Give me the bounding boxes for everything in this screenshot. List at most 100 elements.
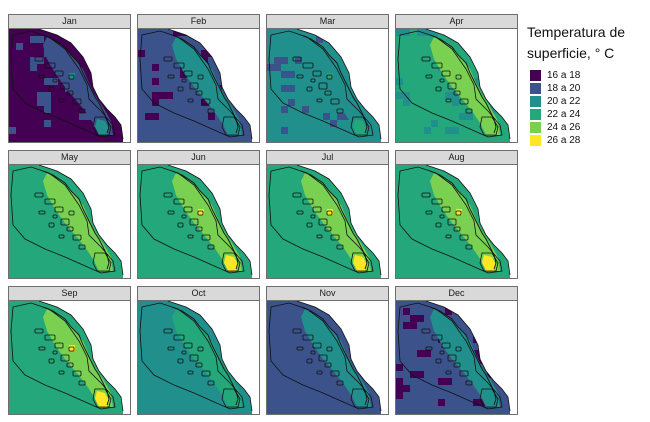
lagoon-outline — [92, 388, 112, 408]
sst-cell — [9, 193, 16, 200]
sst-hotspot — [456, 345, 462, 351]
study-area-boundary — [397, 30, 503, 138]
sst-hotspot — [95, 119, 109, 135]
island-outline — [336, 244, 344, 250]
island-outline — [292, 192, 302, 198]
legend-swatch — [530, 96, 541, 107]
island-outline — [435, 86, 442, 92]
sst-cell — [267, 322, 281, 329]
facet-strip-label: Mar — [266, 14, 389, 29]
island-outline — [195, 90, 203, 96]
island-outline — [425, 74, 433, 79]
facet-strip-label: Apr — [395, 14, 518, 29]
map-plot — [138, 29, 253, 142]
island-outline — [195, 362, 203, 368]
legend-label: 20 a 22 — [547, 96, 581, 107]
sst-hotspot — [482, 255, 496, 271]
sst-cell — [166, 193, 180, 200]
sst-cell — [72, 36, 79, 43]
sst-cell — [159, 242, 166, 249]
sst-cell — [138, 315, 145, 322]
legend-title: Temperatura de superficie, ° C — [527, 24, 626, 61]
sst-cell — [351, 64, 358, 71]
sst-cell — [159, 399, 166, 406]
sst-cell — [473, 399, 480, 406]
map-plot — [396, 301, 511, 414]
island-outline — [445, 98, 452, 103]
sst-cell — [323, 29, 337, 36]
island-outline — [189, 82, 199, 90]
sst-cell — [145, 113, 159, 120]
outer-boundary — [296, 301, 382, 412]
legend-swatch — [530, 109, 541, 120]
coastline — [42, 34, 110, 134]
map-panel-jan: Jan — [8, 14, 131, 143]
island-outline — [163, 56, 173, 62]
sst-cell — [281, 235, 295, 242]
map-plot — [9, 29, 124, 142]
island-outline — [312, 206, 322, 213]
study-area-boundary — [139, 166, 245, 274]
sst-cell — [166, 200, 173, 207]
island-outline — [173, 334, 185, 341]
island-outline — [302, 334, 314, 341]
sst-cell — [274, 301, 281, 308]
study-area-boundary — [139, 30, 245, 138]
sst-cell — [445, 92, 452, 99]
island-outline — [310, 214, 316, 219]
facet-strip-label: Oct — [137, 286, 260, 301]
map-plot — [267, 165, 382, 278]
island-outline — [44, 198, 56, 205]
coastline — [429, 170, 497, 270]
study-area-boundary — [10, 166, 116, 274]
island-outline — [453, 90, 461, 96]
sst-cell — [100, 214, 114, 221]
island-outline — [201, 98, 211, 105]
coastline — [429, 306, 497, 406]
study-area-boundary — [397, 302, 503, 410]
sst-cell — [358, 29, 372, 36]
sst-cell — [180, 242, 187, 249]
sst-cell — [358, 165, 372, 172]
island-outline — [58, 98, 65, 103]
sst-cell — [403, 322, 417, 329]
sst-coastal-band — [430, 37, 500, 135]
island-outline — [34, 328, 44, 334]
sst-cell — [431, 242, 438, 249]
sst-cell — [396, 235, 403, 242]
sst-cell — [295, 200, 302, 207]
sst-cell — [16, 263, 30, 270]
sst-cell — [79, 385, 93, 392]
sst-coastal-band — [301, 309, 371, 407]
sst-cell — [222, 350, 229, 357]
island-outline — [44, 62, 56, 69]
island-outline — [431, 334, 443, 341]
island-outline — [330, 234, 340, 241]
map-panel-dec: Dec — [395, 286, 518, 415]
island-outline — [173, 62, 185, 69]
sst-map — [8, 300, 131, 415]
island-outline — [189, 354, 199, 362]
island-outline — [52, 78, 58, 83]
coastline — [171, 306, 239, 406]
sst-map — [266, 300, 389, 415]
island-outline — [177, 358, 184, 364]
sst-cell — [100, 207, 107, 214]
island-outline — [435, 358, 442, 364]
facet-strip-label: Jun — [137, 150, 260, 165]
sst-cell — [152, 99, 159, 106]
island-outline — [306, 358, 313, 364]
sst-map — [395, 28, 518, 143]
sst-coastal-band — [172, 37, 242, 135]
island-outline — [445, 370, 452, 375]
sst-cell — [445, 308, 452, 315]
sst-cell — [187, 235, 194, 242]
sst-cell — [316, 36, 323, 43]
lagoon-outline — [92, 252, 112, 272]
legend-item: 16 a 18 — [527, 70, 647, 82]
outer-boundary — [167, 29, 253, 140]
sst-hotspot — [198, 209, 204, 215]
sst-map — [395, 300, 518, 415]
island-outline — [302, 62, 314, 69]
sst-cell — [79, 113, 93, 120]
